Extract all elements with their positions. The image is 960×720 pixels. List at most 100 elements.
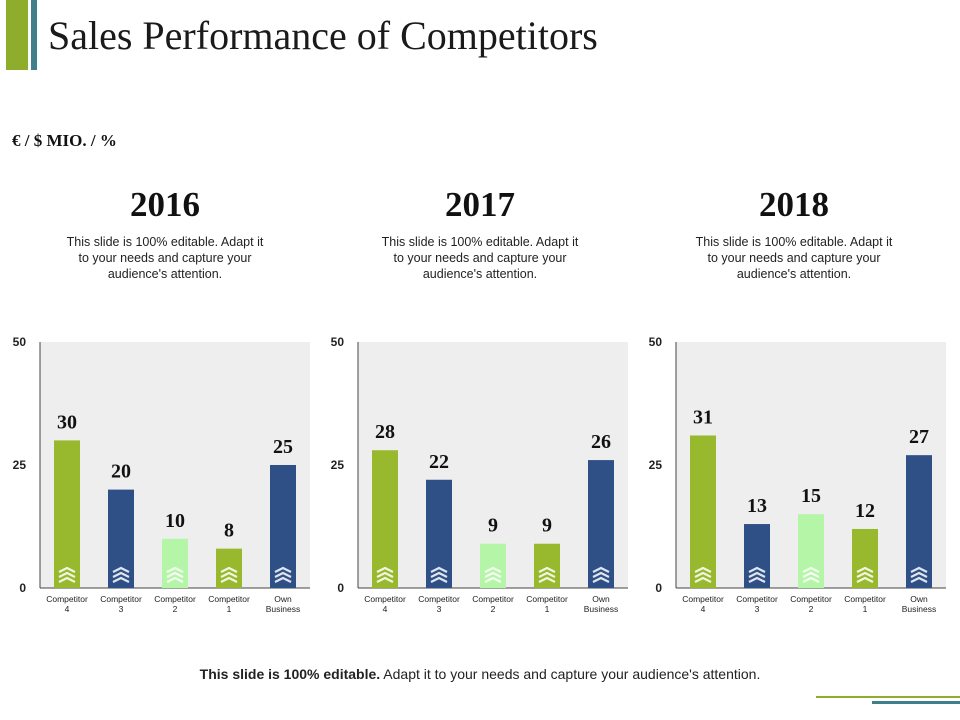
- bar-chart-2018-svg: 0255031Competitor413Competitor315Competi…: [649, 335, 946, 614]
- category-label: 1: [227, 604, 232, 614]
- y-tick-label: 0: [19, 581, 26, 595]
- bar: [588, 460, 614, 588]
- bar-chevron-icon: [802, 576, 820, 583]
- category-label: Business: [902, 604, 937, 614]
- year-heading-2016: 2016: [130, 185, 200, 224]
- bar-chevron-icon: [220, 566, 238, 573]
- bar-chevron-icon: [910, 571, 928, 578]
- category-label: 1: [545, 604, 550, 614]
- bar-value-label: 20: [111, 461, 131, 483]
- title-accent-bar-green: [6, 0, 28, 70]
- slide-title: Sales Performance of Competitors: [48, 13, 598, 58]
- bar-chevron-icon: [910, 576, 928, 583]
- bar-chevron-icon: [802, 571, 820, 578]
- bar: [480, 543, 506, 588]
- bar-chevron-icon: [748, 576, 766, 583]
- bar-value-label: 15: [801, 485, 821, 507]
- bar-chart-2017: 0 25 50 28 Competitor 4 22 Competitor 3 9 Competit…: [323, 330, 628, 620]
- bar-value-label: 28: [375, 421, 395, 443]
- category-label: 4: [65, 604, 70, 614]
- y-tick-label: 0: [337, 581, 344, 595]
- bar-chevron-icon: [58, 571, 76, 578]
- footer-note: This slide is 100% editable. Adapt it to…: [0, 666, 960, 682]
- y-tick-label: 25: [331, 458, 345, 472]
- bar: [690, 435, 716, 588]
- bar-chevron-icon: [538, 571, 556, 578]
- bar-chevron-icon: [274, 571, 292, 578]
- bar-chevron-icon: [376, 566, 394, 573]
- bar-chevron-icon: [694, 576, 712, 583]
- bar-chevron-icon: [58, 566, 76, 573]
- bar: [426, 479, 452, 588]
- bar-chart-2017-svg: 0255028Competitor422Competitor39Competit…: [331, 335, 628, 614]
- title-accent-bar-blue: [31, 0, 37, 70]
- category-label: Competitor: [526, 594, 568, 604]
- bar-value-label: 25: [273, 436, 293, 458]
- category-label: 3: [755, 604, 760, 614]
- bar: [372, 450, 398, 588]
- y-tick-label: 50: [331, 335, 345, 349]
- category-label: Competitor: [418, 594, 460, 604]
- bar-value-label: 31: [693, 406, 713, 428]
- category-label: 1: [863, 604, 868, 614]
- category-label: Competitor: [208, 594, 250, 604]
- bar-chart-2016-svg: 0255030Competitor420Competitor310Competi…: [13, 335, 310, 614]
- bar-chevron-icon: [694, 566, 712, 573]
- category-label: Competitor: [682, 594, 724, 604]
- bar-chevron-icon: [376, 576, 394, 583]
- bar-chevron-icon: [910, 566, 928, 573]
- bar: [54, 440, 80, 588]
- y-tick-label: 25: [649, 458, 663, 472]
- category-label: Competitor: [154, 594, 196, 604]
- bar-value-label: 22: [429, 451, 449, 473]
- footer-note-rest: Adapt it to your needs and capture your …: [380, 666, 761, 682]
- bar-value-label: 9: [542, 515, 552, 537]
- bar-chart-2016: 0 25 50 30 Competitor 4 20 Competitor 3 10 Competi…: [5, 330, 310, 620]
- bar-chevron-icon: [538, 566, 556, 573]
- footer-accent-line-blue: [872, 701, 960, 704]
- bar-chevron-icon: [112, 571, 130, 578]
- bar-chevron-icon: [166, 576, 184, 583]
- bar-chevron-icon: [376, 571, 394, 578]
- bar-value-label: 26: [591, 431, 611, 453]
- bar-chevron-icon: [58, 576, 76, 583]
- category-label: Competitor: [790, 594, 832, 604]
- year-heading-2017: 2017: [445, 185, 515, 224]
- category-label: Competitor: [364, 594, 406, 604]
- category-label: 2: [491, 604, 496, 614]
- bar-value-label: 9: [488, 515, 498, 537]
- bar-chevron-icon: [748, 566, 766, 573]
- footer-note-bold: This slide is 100% editable.: [199, 666, 381, 682]
- category-label: Competitor: [844, 594, 886, 604]
- category-label: Business: [584, 604, 619, 614]
- category-label: 3: [437, 604, 442, 614]
- bar: [162, 538, 188, 588]
- bar: [270, 465, 296, 588]
- panel-description-2017: This slide is 100% editable. Adapt it to…: [381, 235, 579, 281]
- bar-chevron-icon: [166, 571, 184, 578]
- category-label: Competitor: [46, 594, 88, 604]
- bar-value-label: 8: [224, 520, 234, 542]
- bar-chart-2018: 0 25 50 31 Competitor 4 13 Competitor 3 15 Competi…: [641, 330, 946, 620]
- panel-description-2018: This slide is 100% editable. Adapt it to…: [695, 235, 893, 281]
- bar-chevron-icon: [694, 571, 712, 578]
- category-label: Own: [592, 594, 610, 604]
- year-heading-2018: 2018: [759, 185, 829, 224]
- category-label: Business: [266, 604, 301, 614]
- bar-chevron-icon: [274, 566, 292, 573]
- category-label: Competitor: [472, 594, 514, 604]
- bar-chevron-icon: [220, 571, 238, 578]
- bar-chevron-icon: [484, 571, 502, 578]
- bar-chevron-icon: [112, 566, 130, 573]
- bar-chevron-icon: [112, 576, 130, 583]
- footer-accent-line-green: [816, 696, 960, 698]
- category-label: Own: [274, 594, 292, 604]
- bar-chevron-icon: [430, 576, 448, 583]
- category-label: 2: [173, 604, 178, 614]
- bar-chevron-icon: [484, 576, 502, 583]
- bar-chevron-icon: [592, 566, 610, 573]
- bar-value-label: 30: [57, 411, 77, 433]
- bar-chevron-icon: [538, 576, 556, 583]
- panel-description-2016: This slide is 100% editable. Adapt it to…: [66, 235, 264, 281]
- bar-chevron-icon: [856, 566, 874, 573]
